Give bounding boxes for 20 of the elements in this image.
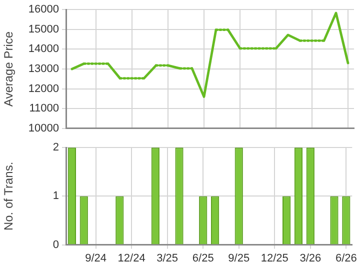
y-tick-label: 14000 (28, 43, 59, 56)
y-tick-label: 11000 (29, 102, 59, 115)
y-axis-title: Average Price (2, 31, 16, 107)
x-tick-label: 6/25 (192, 252, 214, 264)
y-tick-label: 1 (52, 190, 59, 202)
y-tick-label: 15000 (28, 23, 59, 36)
y-tick-label: 16000 (28, 4, 59, 16)
x-tick-label: 3/26 (300, 252, 322, 264)
x-tick-label: 6/26 (335, 252, 357, 264)
y-tick-label: 0 (52, 238, 59, 251)
y-axis-title: No. of Trans. (2, 162, 16, 231)
x-tick-label: 12/25 (260, 252, 288, 264)
x-tick-label: 3/25 (156, 252, 178, 264)
x-tick-label: 9/25 (228, 252, 250, 264)
x-tick-label: 9/24 (85, 252, 107, 264)
y-tick-label: 13000 (28, 63, 59, 76)
x-tick-label: 12/24 (118, 252, 146, 264)
y-tick-label: 10000 (28, 122, 59, 134)
y-tick-label: 2 (52, 142, 59, 154)
y-tick-label: 12000 (28, 82, 59, 95)
